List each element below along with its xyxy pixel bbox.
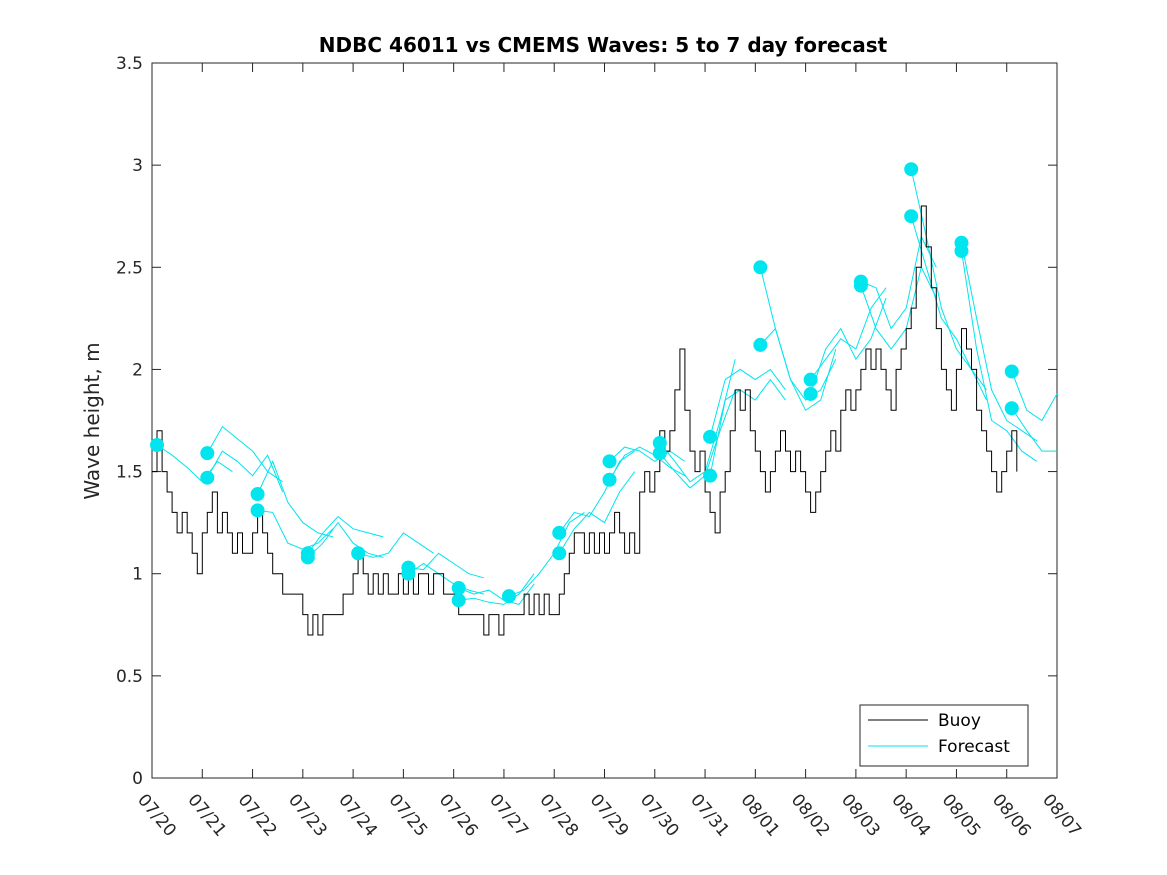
forecast-start-point [501,589,516,604]
legend: Buoy Forecast [859,704,1029,767]
forecast-start-point [954,243,969,258]
forecast-start-point [904,162,919,177]
forecast-run-line [860,235,937,330]
forecast-run-line [760,327,837,412]
legend-buoy-label: Buoy [938,711,981,731]
forecast-run-line [408,562,484,595]
forecast-start-point [451,581,466,596]
forecast-start-point [853,278,868,293]
forecast-start-point [753,337,768,352]
forecast-run-line [206,450,284,493]
forecast-run-line [759,267,837,401]
forecast-run-line [257,460,334,538]
forecast-run-line [307,515,384,554]
forecast-run-line [961,250,1038,462]
forecast-start-point [552,546,567,561]
y-tick-label: 2.5 [116,258,143,278]
forecast-start-point [703,429,718,444]
forecast-start-point [250,503,265,518]
forecast-series [156,169,1058,605]
buoy-series [152,205,1018,636]
forecast-start-point [703,468,718,483]
forecast-start-point [1004,364,1019,379]
y-tick-label: 3.5 [116,54,143,74]
forecast-run-line [709,378,786,476]
forecast-run-line [961,242,1038,442]
forecast-run-line [810,297,887,395]
forecast-start-point [552,525,567,540]
forecast-run-line [357,532,434,558]
legend-forecast-label: Forecast [938,737,1010,757]
chart-title: NDBC 46011 vs CMEMS Waves: 5 to 7 day fo… [319,33,888,57]
forecast-run-line [458,583,535,605]
forecast-start-point [351,546,366,561]
forecast-start-point [803,386,818,401]
forecast-start-point [904,209,919,224]
y-axis-label: Wave height, m [80,342,104,499]
forecast-run-line [659,359,736,483]
forecast-run-line [1011,371,1058,422]
forecast-run-line [609,446,686,463]
plot-frame [151,62,1058,779]
forecast-run-line [307,521,384,558]
forecast-run-line [558,471,636,554]
buoy-line [152,205,1018,636]
forecast-start-point [803,372,818,387]
forecast-start-point [250,487,265,502]
forecast-run-line [659,389,736,489]
forecast-run-line [156,444,233,483]
forecast-run-line [508,511,585,597]
forecast-start-markers [150,162,1019,608]
forecast-start-point [753,260,768,275]
forecast-run-line [408,552,484,579]
forecast-start-point [652,446,667,461]
forecast-start-point [1004,401,1019,416]
forecast-start-point [200,470,215,485]
forecast-run-line [860,265,937,350]
y-tick-label: 0.5 [116,667,143,687]
forecast-start-point [602,472,617,487]
y-tick-label: 1.5 [116,463,143,483]
y-axis-ticks: 0 0.5 1 1.5 2 2.5 3 3.5 [116,54,1057,789]
forecast-run-line [1011,407,1057,452]
y-tick-label: 2 [132,360,143,380]
y-tick-label: 1 [132,565,143,585]
forecast-start-point [200,446,215,461]
forecast-start-point [300,550,315,565]
forecast-start-point [451,593,466,608]
forecast-run-line [257,509,334,550]
forecast-start-point [401,566,416,581]
forecast-run-line [709,368,786,437]
y-tick-label: 0 [132,769,143,789]
forecast-run-line [910,216,988,391]
legend-box [859,704,1029,767]
forecast-start-point [150,438,165,453]
forecast-run-line [206,425,283,483]
forecast-start-point [602,454,617,469]
y-tick-label: 3 [132,156,143,176]
